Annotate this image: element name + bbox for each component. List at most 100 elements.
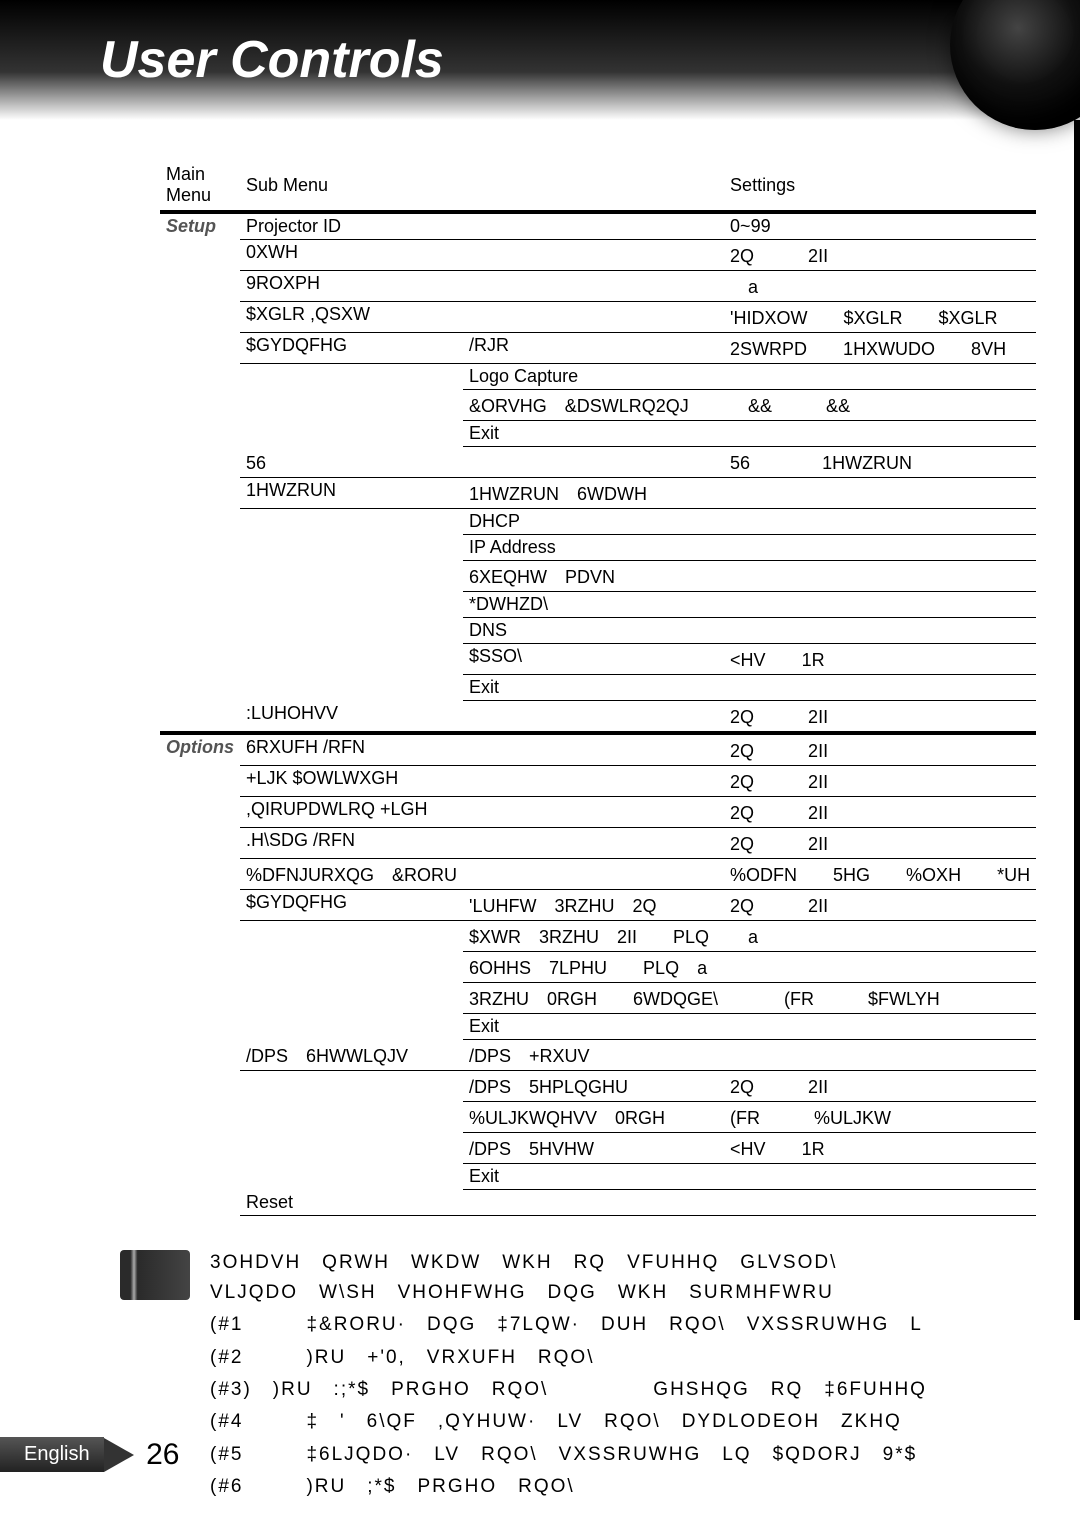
table-row: 56 56 1HWZRUN <box>160 447 1036 478</box>
third-cell <box>463 271 724 302</box>
submenu-cell <box>240 618 463 644</box>
third-cell: DNS <box>463 618 724 644</box>
footer-page: 26 <box>146 1438 179 1472</box>
settings-cell: (FR $FWLYH <box>724 983 1036 1014</box>
settings-cell <box>724 421 1036 447</box>
submenu-cell <box>240 1071 463 1102</box>
submenu-cell <box>240 561 463 592</box>
settings-cell: && && <box>724 390 1036 421</box>
settings-cell: (FR %ULJKW <box>724 1102 1036 1133</box>
section-label: Setup <box>160 212 240 240</box>
settings-cell <box>724 535 1036 561</box>
settings-cell <box>724 561 1036 592</box>
third-cell: Exit <box>463 675 724 701</box>
section-label <box>160 701 240 734</box>
section-label <box>160 478 240 509</box>
settings-cell <box>724 952 1036 983</box>
settings-cell: a <box>724 271 1036 302</box>
section-label <box>160 983 240 1014</box>
table-row: /DPS 5HVHW<HV 1R <box>160 1133 1036 1164</box>
third-cell: /DPS 5HVHW <box>463 1133 724 1164</box>
right-edge-decoration <box>1074 120 1080 1320</box>
table-row: DNS <box>160 618 1036 644</box>
third-cell <box>463 766 724 797</box>
settings-cell <box>724 478 1036 509</box>
settings-cell: 2SWRPD 1HXWUDO 8VH <box>724 333 1036 364</box>
submenu-cell <box>240 644 463 675</box>
third-cell <box>463 859 724 890</box>
header-banner: User Controls <box>0 0 1080 120</box>
table-row: $XGLR ,QSXW'HIDXOW $XGLR $XGLR <box>160 302 1036 333</box>
section-label <box>160 421 240 447</box>
third-cell: *DWHZD\ <box>463 592 724 618</box>
section-label <box>160 390 240 421</box>
table-row: 6XEQHW PDVN <box>160 561 1036 592</box>
third-cell: 6OHHS 7LPHU PLQ a <box>463 952 724 983</box>
third-cell: 3RZHU 0RGH 6WDQGE\ <box>463 983 724 1014</box>
third-cell: DHCP <box>463 509 724 535</box>
submenu-cell: 6RXUFH /RFN <box>240 733 463 766</box>
submenu-cell: 9ROXPH <box>240 271 463 302</box>
submenu-cell <box>240 921 463 952</box>
footer-arrow-icon <box>104 1438 134 1472</box>
section-label <box>160 1014 240 1040</box>
submenu-cell: /DPS 6HWWLQJV <box>240 1040 463 1071</box>
note-line: (#3) )RU :;*$ PRGHO RQO\ GHSHQG RQ ‡6FUH… <box>210 1375 1020 1405</box>
third-cell <box>463 447 724 478</box>
section-label <box>160 592 240 618</box>
settings-cell <box>724 1164 1036 1190</box>
table-row: +LJK $OWLWXGH2Q 2II <box>160 766 1036 797</box>
col-sub: Sub Menu <box>240 160 463 212</box>
third-cell <box>463 733 724 766</box>
section-label <box>160 1071 240 1102</box>
table-row: /DPS 5HPLQGHU2Q 2II <box>160 1071 1036 1102</box>
third-cell: /DPS 5HPLQGHU <box>463 1071 724 1102</box>
submenu-cell: $GYDQFHG <box>240 890 463 921</box>
submenu-cell <box>240 1102 463 1133</box>
table-row: $GYDQFHG/RJR2SWRPD 1HXWUDO 8VH <box>160 333 1036 364</box>
section-label <box>160 271 240 302</box>
section-label <box>160 618 240 644</box>
submenu-cell <box>240 364 463 390</box>
table-row: /DPS 6HWWLQJV/DPS +RXUV <box>160 1040 1036 1071</box>
table-row: $SSO\<HV 1R <box>160 644 1036 675</box>
section-label <box>160 1164 240 1190</box>
submenu-cell <box>240 1164 463 1190</box>
settings-cell <box>724 592 1036 618</box>
note-line: (#4 ‡ ' 6\QF ,QYHUW· LV RQO\ DYDLODEOH Z… <box>210 1407 1020 1437</box>
settings-cell <box>724 509 1036 535</box>
submenu-cell <box>240 535 463 561</box>
third-cell: IP Address <box>463 535 724 561</box>
table-row: .H\SDG /RFN 2Q 2II <box>160 828 1036 859</box>
table-row: %DFNJURXQG &RORU%ODFN 5HG %OXH *UH <box>160 859 1036 890</box>
section-label <box>160 1102 240 1133</box>
settings-cell: 2Q 2II <box>724 797 1036 828</box>
third-cell <box>463 302 724 333</box>
settings-cell <box>724 618 1036 644</box>
table-row: IP Address <box>160 535 1036 561</box>
section-label <box>160 561 240 592</box>
settings-cell: %ODFN 5HG %OXH *UH <box>724 859 1036 890</box>
section-label <box>160 1190 240 1216</box>
section-label <box>160 644 240 675</box>
table-row: 6OHHS 7LPHU PLQ a <box>160 952 1036 983</box>
settings-cell: 'HIDXOW $XGLR $XGLR <box>724 302 1036 333</box>
settings-cell <box>724 675 1036 701</box>
submenu-cell: .H\SDG /RFN <box>240 828 463 859</box>
submenu-cell: Reset <box>240 1190 463 1216</box>
settings-cell: 2Q 2II <box>724 828 1036 859</box>
note-line: (#2 )RU +'0, VRXUFH RQO\ <box>210 1343 1020 1373</box>
section-label <box>160 509 240 535</box>
settings-cell: a <box>724 921 1036 952</box>
submenu-cell: ,QIRUPDWLRQ +LGH <box>240 797 463 828</box>
table-row: 0XWH2Q 2II <box>160 240 1036 271</box>
table-row: Exit <box>160 1164 1036 1190</box>
third-cell <box>463 797 724 828</box>
third-cell: /DPS +RXUV <box>463 1040 724 1071</box>
submenu-cell: Projector ID <box>240 212 463 240</box>
note-line: (#5 ‡6LJQDO· LV RQO\ VXSSRUWHG LQ $QDORJ… <box>210 1440 1020 1470</box>
submenu-cell: $GYDQFHG <box>240 333 463 364</box>
submenu-cell <box>240 390 463 421</box>
third-cell: %ULJKWQHVV 0RGH <box>463 1102 724 1133</box>
settings-cell: 0~99 <box>724 212 1036 240</box>
